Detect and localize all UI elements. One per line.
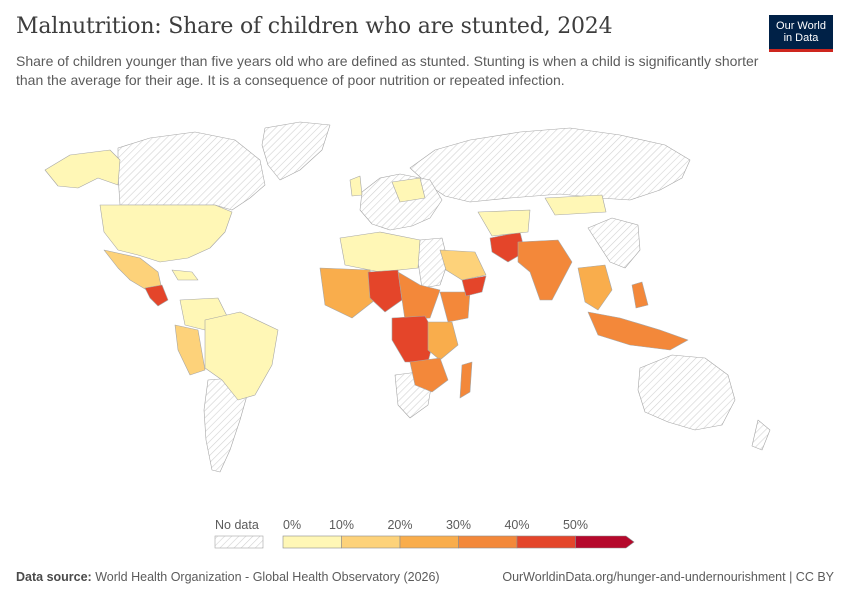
- region-antarctica-edge[interactable]: [587, 217, 641, 269]
- world-map: [44, 121, 771, 473]
- region-australia[interactable]: [637, 354, 736, 431]
- legend-tick-label: 40%: [504, 518, 529, 532]
- region-yemen[interactable]: [461, 275, 487, 297]
- region-west-africa[interactable]: [319, 267, 376, 319]
- legend-bin-0[interactable]: [282, 535, 342, 549]
- region-philippines[interactable]: [631, 281, 649, 309]
- legend-tick-label: 10%: [329, 518, 354, 532]
- region-southeast-asia[interactable]: [577, 264, 613, 311]
- region-central-america[interactable]: [144, 284, 169, 307]
- region-niger-nigeria[interactable]: [367, 269, 403, 313]
- region-madagascar[interactable]: [459, 361, 473, 399]
- legend-bin-4[interactable]: [516, 535, 576, 549]
- legend-tick-label: 20%: [387, 518, 412, 532]
- chart-subtitle: Share of children younger than five year…: [16, 53, 759, 88]
- region-greenland[interactable]: [261, 121, 331, 181]
- region-ethiopia[interactable]: [439, 291, 471, 323]
- region-canada[interactable]: [117, 131, 266, 211]
- data-source: Data source: World Health Organization -…: [16, 570, 440, 584]
- region-mozambique-zambia[interactable]: [409, 357, 449, 393]
- logo-line-1: Our World: [776, 20, 826, 32]
- legend-no-data-label: No data: [215, 518, 259, 532]
- logo-line-2: in Data: [783, 32, 819, 44]
- region-new-zealand[interactable]: [751, 419, 771, 451]
- region-east-africa[interactable]: [427, 321, 459, 361]
- legend-no-data-swatch[interactable]: [214, 535, 264, 549]
- legend-tick-label: 30%: [446, 518, 471, 532]
- legend-tick-label: 50%: [563, 518, 588, 532]
- region-russia[interactable]: [409, 127, 691, 203]
- owid-logo[interactable]: Our World in Data: [769, 15, 833, 52]
- legend-bin-3[interactable]: [458, 535, 518, 549]
- legend-bin-5[interactable]: [575, 535, 635, 549]
- legend-bin-2[interactable]: [399, 535, 459, 549]
- color-legend: No data 0% 10% 20% 30% 40% 50%: [214, 518, 635, 549]
- region-north-africa-east[interactable]: [417, 237, 449, 289]
- region-brazil[interactable]: [204, 311, 279, 401]
- region-chad-sudan[interactable]: [397, 271, 441, 321]
- region-indonesia[interactable]: [587, 311, 689, 351]
- footer: Data source: World Health Organization -…: [16, 570, 834, 584]
- region-north-africa[interactable]: [339, 231, 421, 273]
- legend-bin-1[interactable]: [341, 535, 401, 549]
- region-india[interactable]: [517, 239, 573, 301]
- region-usa[interactable]: [99, 204, 233, 263]
- legend-tick-label: 0%: [283, 518, 301, 532]
- region-peru-ecuador[interactable]: [174, 324, 206, 376]
- data-source-text: World Health Organization - Global Healt…: [95, 570, 440, 584]
- source-url[interactable]: OurWorldinData.org/hunger-and-undernouri…: [502, 570, 834, 584]
- region-central-asia[interactable]: [477, 209, 531, 237]
- region-mongolia[interactable]: [544, 194, 607, 216]
- data-source-label: Data source:: [16, 570, 92, 584]
- region-caribbean[interactable]: [171, 269, 199, 281]
- chart-title: Malnutrition: Share of children who are …: [16, 14, 613, 39]
- region-uk[interactable]: [349, 175, 363, 197]
- region-arabian-peninsula[interactable]: [439, 249, 487, 281]
- region-north-europe[interactable]: [391, 177, 426, 203]
- region-alaska[interactable]: [44, 149, 121, 189]
